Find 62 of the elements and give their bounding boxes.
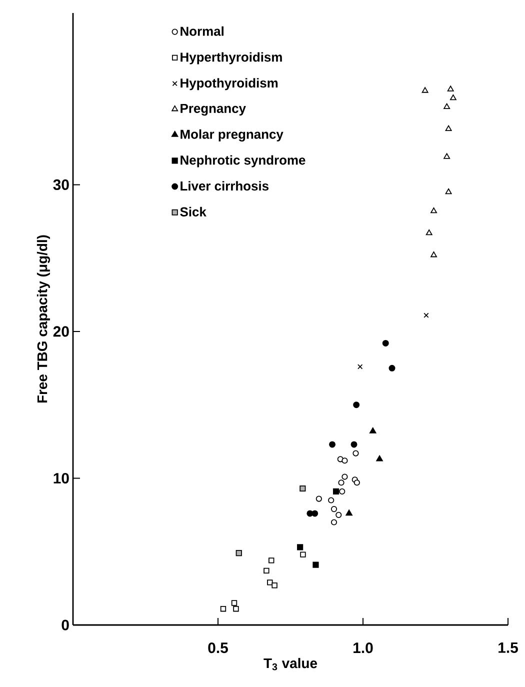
point: [352, 450, 359, 456]
point: [376, 455, 383, 462]
point: [338, 480, 344, 486]
point: [447, 86, 454, 92]
point: [430, 207, 437, 214]
legend-label: Hypothyroidism: [180, 78, 278, 90]
point: [369, 427, 376, 434]
point: [330, 519, 338, 526]
point: [312, 562, 319, 568]
point: [330, 506, 338, 512]
x-tick-label: 1.5: [498, 642, 518, 653]
legend-label: Nephrotic syndrome: [180, 155, 306, 168]
y-tick-label: 30: [53, 179, 69, 190]
point: [268, 558, 274, 564]
point: [236, 550, 242, 556]
point: [233, 606, 239, 612]
point: [444, 153, 450, 159]
point: [358, 364, 363, 370]
legend-label: Sick: [180, 206, 206, 216]
point: [336, 512, 342, 518]
legend-label: Liver cirrhosis: [180, 181, 268, 191]
legend-label: Hyperthyroidism: [180, 52, 282, 64]
y-tick-label: 10: [54, 472, 69, 484]
point: [300, 485, 306, 492]
point: [312, 510, 318, 517]
point: [430, 252, 437, 258]
point: [272, 582, 278, 588]
point: [267, 580, 273, 586]
legend-label: Pregnancy: [180, 104, 246, 116]
point: [444, 103, 450, 109]
x-tick-label: 1.0: [354, 642, 373, 654]
point: [231, 600, 238, 606]
point: [300, 552, 306, 558]
x-axis-title: T$_{3}$ value: [264, 658, 318, 670]
point: [342, 458, 348, 464]
point: [445, 188, 452, 194]
point: [353, 402, 360, 408]
point: [328, 497, 334, 504]
x-tick-label: 0.5: [208, 642, 228, 654]
point: [426, 229, 432, 236]
point: [297, 544, 304, 550]
point: [332, 488, 340, 494]
point: [382, 340, 389, 346]
legend-label: Molar pregnancy: [180, 129, 284, 142]
y-tick-label: 0: [62, 620, 69, 630]
point: [346, 510, 352, 516]
point: [388, 364, 396, 372]
point: [450, 94, 456, 100]
point: [339, 488, 346, 494]
point: [342, 474, 348, 480]
point: [445, 125, 452, 131]
y-tick-label: 20: [53, 326, 69, 337]
point: [264, 568, 270, 574]
point: [422, 87, 428, 93]
point: [220, 606, 226, 612]
point: [329, 441, 336, 448]
point: [350, 441, 358, 448]
point: [354, 480, 360, 486]
point: [424, 312, 429, 318]
legend-label: Normal: [180, 26, 224, 36]
y-axis-title: Free TBG capacity (μg/dl): [36, 235, 50, 403]
point: [316, 496, 322, 502]
